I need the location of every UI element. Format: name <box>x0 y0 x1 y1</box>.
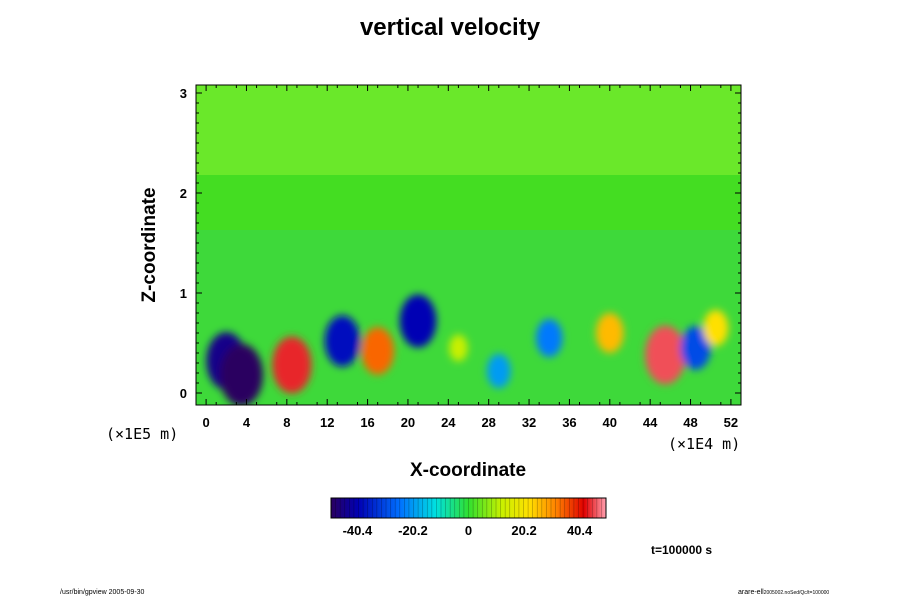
footer-file: arare-ell2005002.noSed/Qc/t=100000 <box>738 589 829 596</box>
colorbar-tick-label: 20.2 <box>511 523 536 538</box>
colorbar-tick-label: 0 <box>465 523 472 538</box>
plot-frame <box>195 84 742 406</box>
x-axis-label: X-coordinate <box>409 460 527 481</box>
field-feature-5 <box>399 294 437 348</box>
z-tick-label: 0 <box>180 386 187 401</box>
footer-command: /usr/bin/gpview 2005-09-30 <box>60 589 145 596</box>
field-feature-6 <box>449 334 468 362</box>
x-tick-label: 36 <box>562 415 576 430</box>
x-tick-label: 20 <box>401 415 415 430</box>
colorbar-tick-label: 40.4 <box>567 523 593 538</box>
colorbar-tick-label: -40.4 <box>343 523 373 538</box>
chart-title: vertical velocity <box>359 14 541 41</box>
y-axis-label: Z-coordinate <box>139 187 160 303</box>
x-tick-label: 16 <box>360 415 374 430</box>
colorbar <box>330 497 607 519</box>
footer-file-main: arare-ell <box>738 589 764 596</box>
field-feature-12 <box>703 309 729 347</box>
z-tick-label: 2 <box>180 186 187 201</box>
x-tick-label: 52 <box>724 415 738 430</box>
x-tick-label: 12 <box>320 415 334 430</box>
heatmap-field <box>196 85 741 405</box>
z-unit-label: (×1E5 m) <box>106 425 179 443</box>
x-tick-label: 44 <box>643 415 658 430</box>
z-axis-ticks: 0 1 2 3 <box>180 86 741 401</box>
x-axis-ticks: 0 4 8 12 16 20 24 28 32 36 40 44 48 52 <box>202 85 738 430</box>
time-label: t=100000 s <box>651 543 713 557</box>
field-feature-10 <box>645 325 686 385</box>
field-feature-9 <box>595 313 624 353</box>
colorbar-ticks: -40.4 -20.2 0 20.2 40.4 <box>330 498 607 538</box>
field-feature-4 <box>361 327 395 375</box>
field-feature-3 <box>324 315 361 367</box>
x-tick-label: 40 <box>603 415 617 430</box>
field-feature-8 <box>536 318 563 358</box>
footer-file-sub: 2005002.noSed/Qc/t=100000 <box>763 590 830 596</box>
x-tick-label: 0 <box>202 415 209 430</box>
x-tick-label: 28 <box>481 415 495 430</box>
field-feature-11 <box>680 326 711 370</box>
x-tick-label: 32 <box>522 415 536 430</box>
colorbar-tick-label: -20.2 <box>398 523 428 538</box>
field-upper-band <box>196 85 741 175</box>
x-tick-label: 48 <box>683 415 697 430</box>
field-feature-2 <box>272 336 312 394</box>
z-tick-label: 1 <box>180 286 187 301</box>
x-unit-label: (×1E4 m) <box>668 435 741 453</box>
field-feature-1 <box>219 343 264 405</box>
x-tick-label: 8 <box>283 415 290 430</box>
z-tick-label: 3 <box>180 86 187 101</box>
field-feature-7 <box>486 353 511 389</box>
x-tick-label: 24 <box>441 415 456 430</box>
x-tick-label: 4 <box>243 415 251 430</box>
